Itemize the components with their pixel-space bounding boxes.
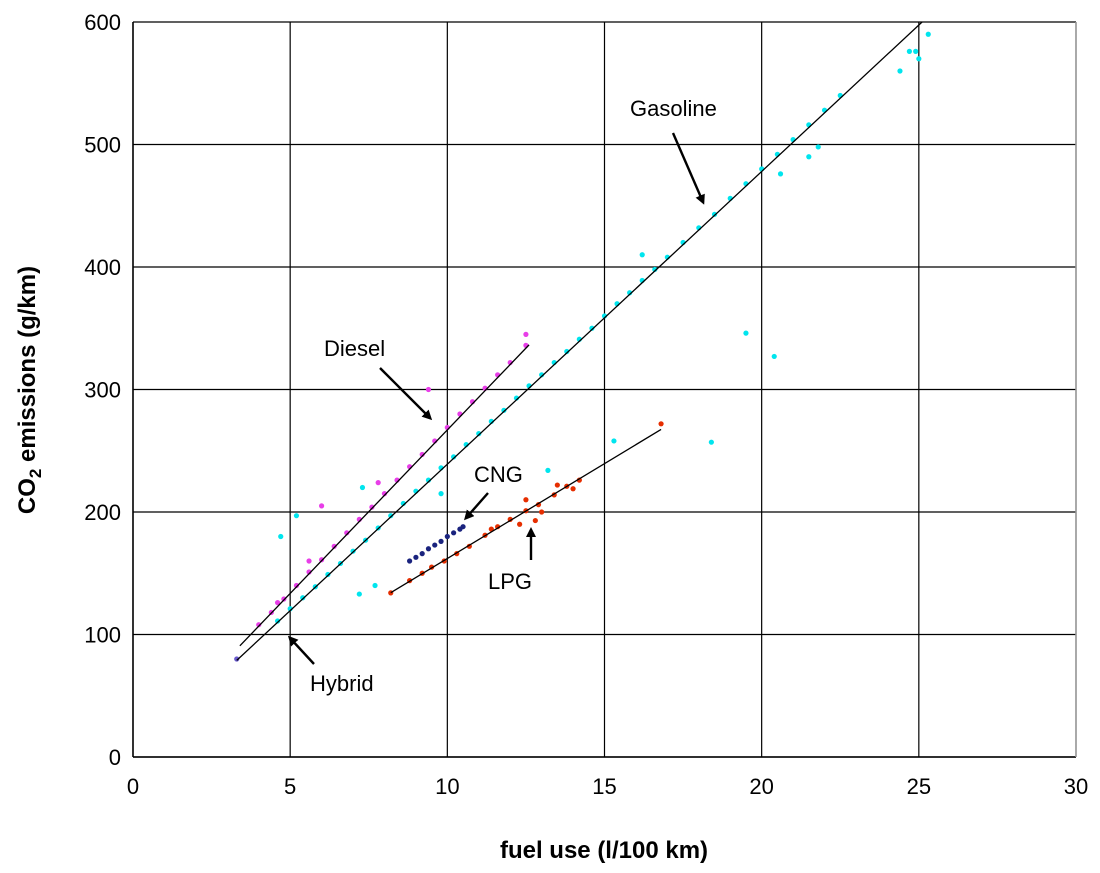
lpg-point-20 (658, 421, 664, 427)
y-axis-title-rest: emissions (g/km) (14, 266, 41, 469)
diesel-point-27 (274, 600, 281, 606)
hybrid-point-0 (234, 656, 240, 662)
gasoline-point-58 (771, 353, 777, 360)
diesel-point-3 (293, 582, 300, 589)
gasoline-point-51 (372, 582, 378, 589)
lpg-fit-line (390, 428, 662, 594)
y-tick-label-1: 100 (84, 623, 121, 648)
lpg-point-22 (554, 482, 560, 488)
cng-point-0 (407, 558, 413, 564)
x-tick-label-3: 15 (592, 774, 616, 799)
gasoline-point-21 (539, 372, 545, 378)
gasoline-point-47 (925, 31, 931, 37)
lpg-point-17 (532, 517, 538, 524)
diesel-point-25 (375, 480, 381, 486)
y-tick-label-6: 600 (84, 10, 121, 35)
gasoline-point-62 (777, 171, 784, 177)
lpg-point-18 (539, 509, 545, 515)
y-axis-title: CO2 emissions (g/km) (14, 266, 45, 514)
diesel-point-0 (256, 622, 262, 628)
gasoline-point-45 (913, 48, 919, 55)
cng-point-1 (413, 554, 419, 560)
gasoline-point-53 (438, 491, 444, 497)
x-tick-label-4: 20 (749, 774, 773, 799)
x-tick-label-2: 10 (435, 774, 459, 799)
hybrid-arrow (287, 635, 315, 665)
lpg-point-19 (570, 486, 576, 492)
gasoline-point-4 (325, 571, 331, 578)
y-tick-label-3: 300 (84, 378, 121, 403)
x-tick-label-1: 5 (284, 774, 296, 799)
cng-point-9 (460, 524, 466, 530)
gasoline-fit-line (236, 21, 923, 661)
gasoline-point-56 (708, 439, 714, 445)
cng-point-3 (425, 546, 432, 552)
gasoline-point-43 (897, 68, 903, 74)
cng-point-6 (444, 533, 450, 540)
gasoline-point-57 (743, 330, 749, 336)
gasoline-point-55 (611, 438, 617, 444)
gasoline-point-30 (652, 266, 658, 273)
diesel-point-23 (425, 386, 432, 393)
diesel-fit-line (239, 344, 530, 647)
hybrid-label: Hybrid (310, 671, 374, 696)
x-tick-labels: 0 5 10 15 20 25 30 (127, 774, 1088, 799)
gasoline-point-9 (388, 513, 394, 519)
diesel-point-6 (331, 543, 337, 549)
x-tick-label-0: 0 (127, 774, 139, 799)
gasoline-point-60 (806, 154, 812, 160)
y-tick-label-4: 400 (84, 255, 121, 280)
lpg-label: LPG (488, 569, 532, 594)
gasoline-point-59 (639, 252, 645, 258)
cng-point-7 (451, 530, 457, 536)
gasoline-point-44 (906, 48, 913, 55)
cng-point-5 (438, 538, 444, 545)
y-axis-title-main: CO (14, 478, 41, 514)
y-tick-label-2: 200 (84, 500, 121, 525)
diesel-point-13 (419, 451, 425, 458)
fit-lines (236, 21, 923, 661)
gasoline-point-23 (564, 348, 570, 355)
diesel-arrow (379, 367, 433, 421)
x-axis-title: fuel use (l/100 km) (500, 837, 708, 864)
gasoline-point-46 (916, 56, 922, 62)
diesel-point-9 (369, 504, 375, 510)
gasoline-point-48 (278, 533, 284, 540)
x-tick-label-6: 30 (1064, 774, 1088, 799)
gasoline-arrow (671, 132, 705, 205)
y-axis-title-sub: 2 (26, 469, 45, 478)
y-tick-label-0: 0 (109, 745, 121, 770)
y-tick-label-5: 500 (84, 133, 121, 158)
gasoline-point-49 (293, 513, 300, 519)
cng-label: CNG (474, 462, 523, 487)
gasoline-point-16 (476, 431, 482, 437)
cng-arrow (464, 492, 489, 521)
cng-point-4 (432, 542, 438, 548)
diesel-point-26 (306, 558, 312, 564)
grid-lines (132, 21, 1077, 758)
diesel-point-22 (523, 331, 529, 337)
lpg-point-16 (517, 521, 523, 527)
gasoline-point-61 (815, 144, 821, 150)
diesel-point-24 (319, 503, 325, 509)
lpg-point-21 (523, 497, 529, 503)
y-tick-labels: 0 100 200 300 400 500 600 (84, 10, 121, 770)
gasoline-point-0 (274, 618, 281, 624)
gasoline-point-34 (711, 211, 718, 217)
gasoline-point-25 (589, 325, 595, 331)
x-tick-label-5: 25 (907, 774, 931, 799)
gasoline-point-50 (359, 484, 366, 491)
gasoline-point-52 (356, 591, 362, 597)
gasoline-point-2 (300, 595, 306, 601)
cng-point-2 (419, 551, 425, 557)
diesel-point-2 (281, 596, 287, 602)
gasoline-point-54 (545, 467, 551, 473)
annotations: Gasoline Diesel CNG LPG Hybrid (287, 96, 717, 696)
gasoline-point-18 (501, 407, 507, 413)
diesel-label: Diesel (324, 336, 385, 361)
gasoline-label: Gasoline (630, 96, 717, 121)
gasoline-point-14 (451, 454, 457, 460)
